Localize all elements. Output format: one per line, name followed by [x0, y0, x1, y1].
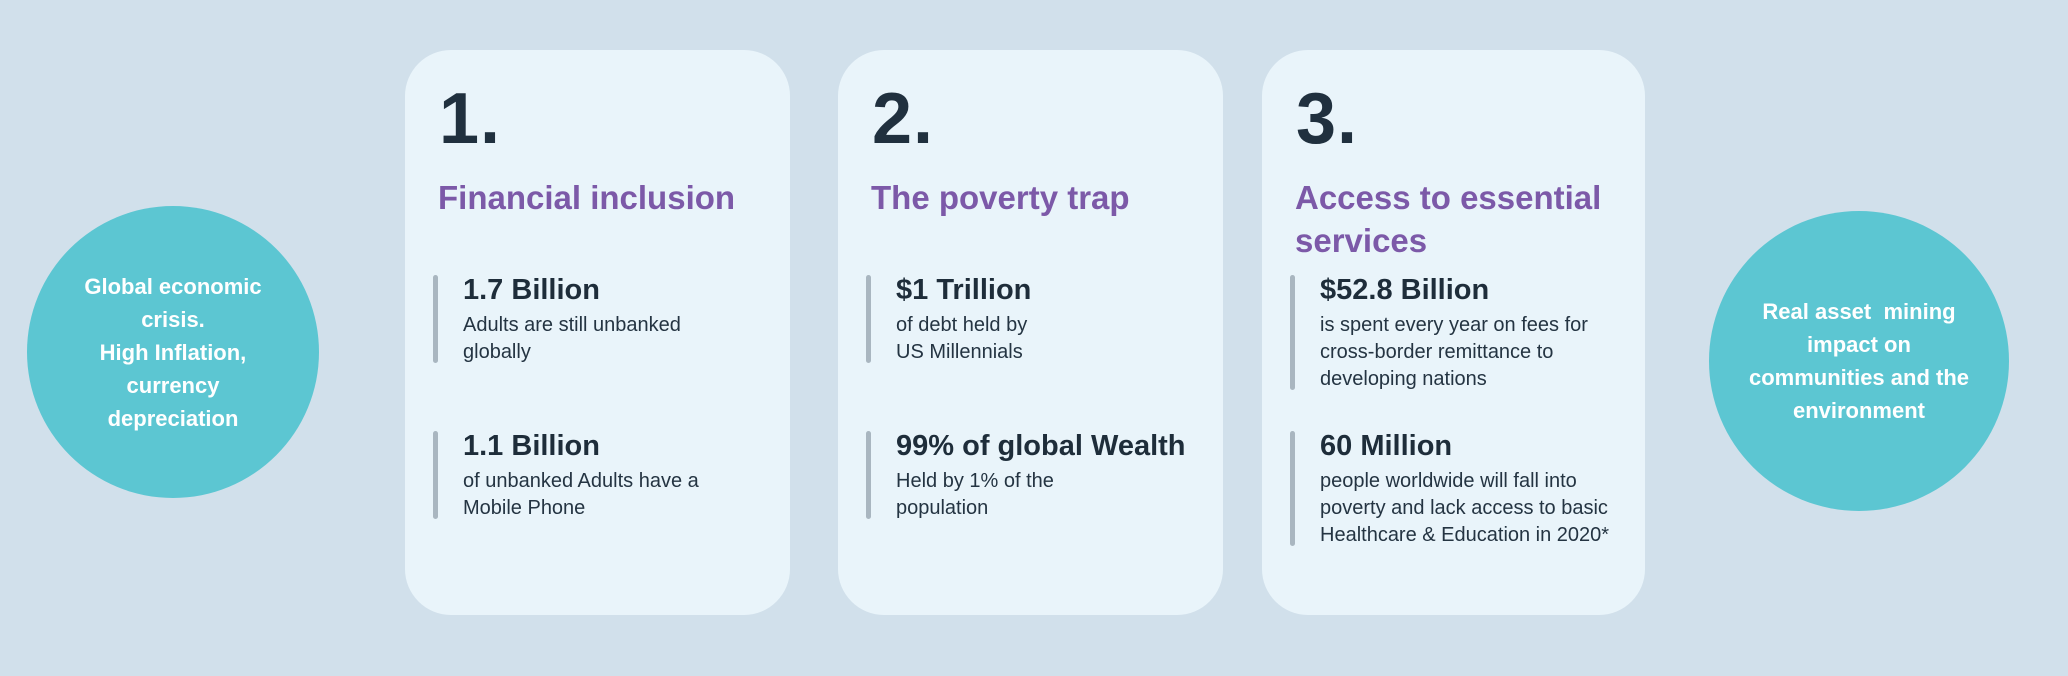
stat-description: Adults are still unbanked globally	[463, 314, 681, 363]
global-crisis-circle-text: Global economic crisis. High Inflation, …	[84, 273, 262, 431]
stat-item: $52.8 Billion is spent every year on fee…	[1290, 272, 1637, 393]
stat-item: $1 Trillion of debt held by US Millennia…	[866, 272, 1215, 366]
card-essential-services: 3. Access to essential services $52.8 Bi…	[1262, 50, 1645, 615]
stat-value: $1 Trillion	[896, 274, 1032, 306]
stat-description: is spent every year on fees for cross-bo…	[1320, 314, 1588, 390]
card-title: The poverty trap	[871, 179, 1130, 216]
stat-description: Held by 1% of the population	[896, 470, 1054, 519]
stat-description: people worldwide will fall into poverty …	[1320, 470, 1610, 546]
global-crisis-circle: Global economic crisis. High Inflation, …	[27, 206, 319, 498]
card-title: Access to essential services	[1295, 179, 1602, 259]
stat-item: 1.1 Billion of unbanked Adults have a Mo…	[433, 428, 782, 522]
card-poverty-trap: 2. The poverty trap $1 Trillion of debt …	[838, 50, 1223, 615]
stat-value: 60 Million	[1320, 430, 1453, 462]
mining-impact-circle: Real asset mining impact on communities …	[1709, 211, 2009, 511]
stat-item: 1.7 Billion Adults are still unbanked gl…	[433, 272, 782, 366]
stat-value: 1.7 Billion	[463, 274, 600, 306]
mining-impact-circle-text: Real asset mining impact on communities …	[1748, 299, 1970, 423]
card-number: 2.	[872, 79, 935, 159]
stat-description: of unbanked Adults have a Mobile Phone	[463, 470, 699, 519]
card-number: 1.	[439, 79, 502, 159]
stat-value: $52.8 Billion	[1320, 274, 1490, 306]
stat-item: 99% of global Wealth Held by 1% of the p…	[866, 428, 1215, 522]
card-number: 3.	[1296, 79, 1359, 159]
stat-description: of debt held by US Millennials	[896, 314, 1028, 363]
stat-value: 99% of global Wealth	[896, 430, 1186, 462]
stat-value: 1.1 Billion	[463, 430, 600, 462]
card-title: Financial inclusion	[438, 179, 736, 216]
stat-item: 60 Million people worldwide will fall in…	[1290, 428, 1637, 549]
card-financial-inclusion: 1. Financial inclusion 1.7 Billion Adult…	[405, 50, 790, 615]
